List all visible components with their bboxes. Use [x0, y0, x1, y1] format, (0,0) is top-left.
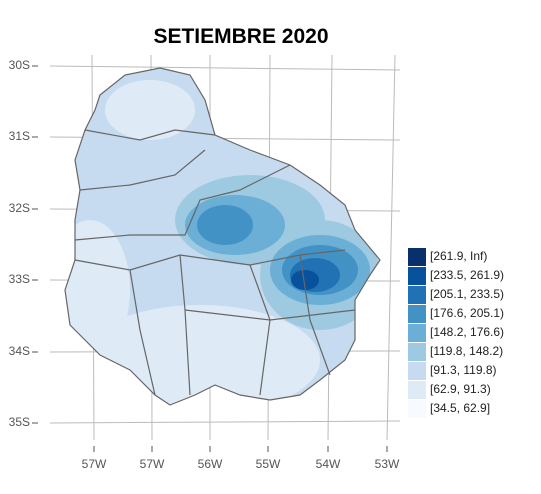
lat-label: 34S	[9, 344, 30, 358]
legend-swatch	[408, 248, 426, 266]
legend-label: [119.8, 148.2)	[430, 344, 503, 358]
lon-label: 55W	[256, 457, 281, 471]
lat-label: 30S	[9, 58, 30, 72]
legend-label: [34.5, 62.9]	[430, 401, 490, 415]
lon-label: 56W	[198, 457, 223, 471]
department-borders	[64, 67, 381, 406]
lon-label: 57W	[82, 457, 107, 471]
legend-label: [148.2, 176.6)	[430, 325, 504, 339]
legend-swatch	[408, 343, 426, 361]
precip-fill	[65, 68, 380, 405]
map-title: SETIEMBRE 2020	[153, 25, 328, 48]
legend-swatch	[408, 267, 426, 285]
precip-zone	[291, 270, 319, 290]
lat-label: 33S	[9, 272, 30, 286]
axis-labels: 30S 31S 32S 33S 34S 35S 57W 57W 56W 55W 54W 53W	[9, 58, 400, 471]
legend-label: [91.3, 119.8)	[430, 363, 497, 377]
legend-label: [176.6, 205.1)	[430, 306, 504, 320]
legend-swatch	[408, 400, 426, 418]
legend-label: [233.5, 261.9)	[430, 268, 504, 282]
legend-label: [261.9, Inf)	[430, 249, 487, 263]
lon-label: 54W	[316, 457, 341, 471]
precip-zone	[65, 220, 130, 360]
precip-zone	[197, 205, 253, 245]
lon-label: 57W	[140, 457, 165, 471]
lat-label: 35S	[9, 415, 30, 429]
lat-label: 32S	[9, 201, 30, 215]
lon-label: 53W	[375, 457, 400, 471]
legend-swatch	[408, 286, 426, 304]
legend: [261.9, Inf) [233.5, 261.9) [205.1, 233.5)…	[408, 248, 504, 418]
legend-label: [205.1, 233.5)	[430, 287, 504, 301]
legend-swatch	[408, 305, 426, 323]
legend-swatch	[408, 324, 426, 342]
precip-zone	[105, 80, 195, 140]
lat-label: 31S	[9, 129, 30, 143]
legend-swatch	[408, 362, 426, 380]
legend-label: [62.9, 91.3)	[430, 382, 491, 396]
legend-swatch	[408, 381, 426, 399]
